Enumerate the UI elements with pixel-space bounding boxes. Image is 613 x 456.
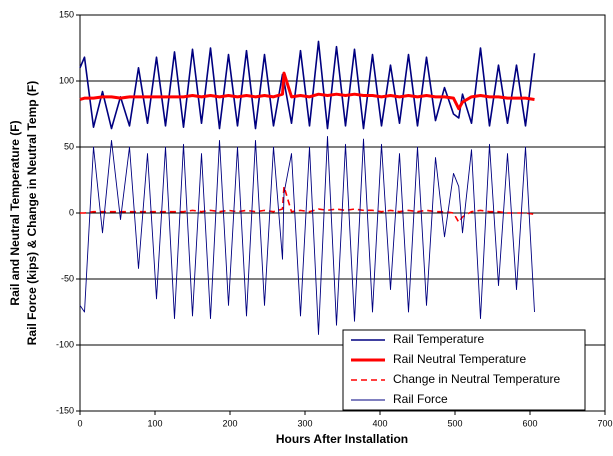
legend-label: Rail Neutral Temperature	[393, 352, 526, 366]
y-tick-label: -50	[61, 273, 74, 283]
x-tick-label: 500	[447, 418, 462, 428]
x-tick-label: 200	[222, 418, 237, 428]
x-tick-label: 400	[372, 418, 387, 428]
x-tick-label: 700	[597, 418, 612, 428]
x-tick-label: 300	[297, 418, 312, 428]
legend-label: Change in Neutral Temperature	[393, 372, 561, 386]
legend-label: Rail Force	[393, 392, 448, 406]
y-axis-label: Rail and Neutral Temperature (F)	[8, 120, 22, 305]
series-line	[79, 40, 536, 130]
y-tick-label: 50	[64, 141, 74, 151]
y-tick-label: 0	[69, 207, 74, 217]
y-tick-label: -150	[56, 405, 74, 415]
legend-label: Rail Temperature	[393, 332, 484, 346]
series-line	[79, 71, 535, 111]
series-line	[80, 185, 535, 224]
y-tick-label: 100	[59, 75, 74, 85]
x-axis-label: Hours After Installation	[276, 432, 408, 446]
x-tick-label: 0	[77, 418, 82, 428]
y-axis-label: Rail Force (kips) & Change in Neutral Te…	[25, 81, 39, 345]
y-tick-label: -100	[56, 339, 74, 349]
legend-box	[342, 329, 586, 411]
x-tick-label: 600	[522, 418, 537, 428]
y-tick-label: 150	[59, 9, 74, 19]
series-line	[79, 135, 535, 335]
x-tick-label: 100	[147, 418, 162, 428]
